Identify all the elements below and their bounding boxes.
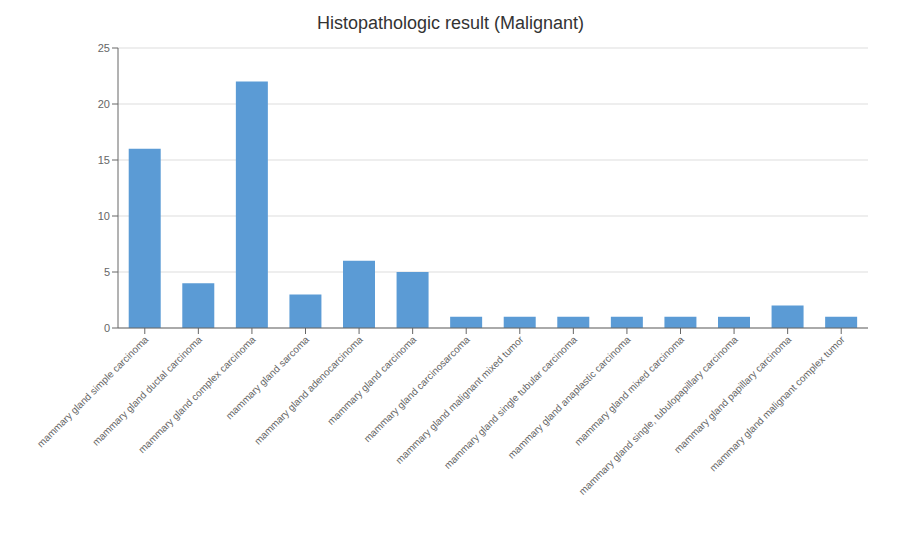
svg-text:mammary gland sarcoma: mammary gland sarcoma [224, 334, 312, 422]
svg-text:mammary gland mixed carcinoma: mammary gland mixed carcinoma [572, 334, 686, 448]
svg-text:mammary gland single, tubulopa: mammary gland single, tubulopapillary ca… [576, 333, 740, 497]
svg-text:mammary gland carcinosarcoma: mammary gland carcinosarcoma [362, 334, 473, 445]
html-text:Histopathologic result (Malign: Histopathologic result (Malignant) [316, 13, 585, 33]
svg-text:mammary gland simple carcinoma: mammary gland simple carcinoma [35, 334, 151, 450]
svg-text:mammary gland complex carcinom: mammary gland complex carcinoma [136, 334, 258, 456]
svg-text:mammary gland carcinoma: mammary gland carcinoma [325, 334, 418, 427]
svg-text:mammary gland anaplastic carci: mammary gland anaplastic carcinoma [505, 333, 633, 461]
svg-text:mammary gland papillary carcin: mammary gland papillary carcinoma [672, 334, 794, 456]
svg-text:10: 10 [98, 210, 110, 222]
svg-text:mammary gland adenocarcinoma: mammary gland adenocarcinoma [252, 334, 365, 447]
svg-text:25: 25 [98, 42, 110, 54]
svg-text:0: 0 [104, 322, 110, 334]
svg-text:5: 5 [104, 266, 110, 278]
svg-text:mammary gland malignant mixed: mammary gland malignant mixed tumor [393, 333, 526, 466]
svg-text:20: 20 [98, 98, 110, 110]
svg-text:mammary gland ductal carcinoma: mammary gland ductal carcinoma [90, 334, 204, 448]
svg-text:mammary gland single tubular c: mammary gland single tubular carcinoma [441, 333, 579, 471]
svg-text:15: 15 [98, 154, 110, 166]
svg-text:mammary gland malignant comple: mammary gland malignant complex tumor [707, 333, 847, 473]
